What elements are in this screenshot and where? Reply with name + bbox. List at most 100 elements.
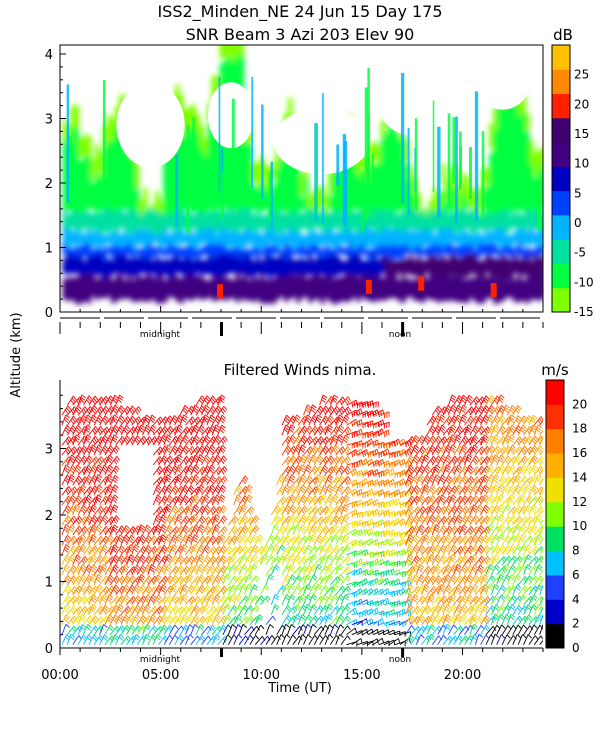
wind-barb-flag — [151, 427, 155, 430]
snr-cell — [537, 150, 542, 173]
wind-barb-flag — [233, 585, 237, 588]
wind-barb-flag — [174, 557, 177, 561]
snr-cell — [215, 210, 220, 232]
snr-cell — [529, 228, 534, 245]
wind-barb-flag — [140, 539, 144, 543]
wind-barb-flag — [121, 415, 124, 419]
wind-barb-flag — [242, 539, 246, 542]
wind-barb-flag — [215, 490, 218, 494]
snr-cell — [155, 210, 160, 235]
wind-barb-flag — [211, 567, 214, 571]
wind-barb-flag — [253, 557, 257, 560]
wind-barb-shaft — [62, 475, 67, 485]
wind-barb-flag — [328, 487, 332, 490]
wind-barb-flag — [328, 460, 331, 464]
wind-barb-flag — [156, 637, 160, 640]
wind-barb-flag — [91, 569, 95, 572]
snr-cell — [99, 152, 104, 176]
wind-barb-flag — [220, 499, 224, 502]
wind-barb-flag — [71, 467, 75, 471]
snr-cell — [123, 280, 128, 299]
snr-cell — [135, 276, 140, 302]
wind-barb-flag — [152, 415, 156, 418]
snr-cell — [477, 273, 482, 303]
wind-barb-flag — [307, 597, 311, 600]
wind-barb-flag — [98, 487, 102, 490]
snr-cell — [292, 163, 297, 212]
wind-barb-shaft — [330, 546, 337, 555]
wind-barb-shaft — [143, 556, 149, 565]
wind-barb-flag — [288, 525, 291, 529]
wind-barb-flag — [274, 527, 278, 530]
snr-cell — [541, 229, 546, 248]
wind-barb-flag — [307, 440, 310, 444]
wind-barb-flag — [329, 418, 332, 422]
snr-cell — [348, 214, 353, 233]
snr-cell — [385, 274, 390, 299]
wind-barb-shaft — [62, 496, 68, 505]
snr-cell — [288, 275, 293, 299]
wind-barb-flag — [169, 515, 172, 519]
wind-barb-flag — [285, 450, 288, 454]
top-subtitle: SNR Beam 3 Azi 203 Elev 90 — [186, 25, 415, 44]
wind-barb-flag — [158, 565, 161, 569]
wind-barb-flag — [141, 557, 145, 560]
snr-cell — [244, 230, 249, 246]
snr-cell — [155, 235, 160, 244]
wind-barb-flag — [109, 465, 113, 468]
wind-barb-flag — [285, 487, 289, 490]
wind-barb-flag — [164, 545, 167, 549]
wind-barb-flag — [190, 488, 193, 492]
wind-barb-shaft — [180, 405, 185, 415]
wind-barb-flag — [172, 547, 176, 550]
wind-barb-flag — [286, 475, 290, 478]
snr-streak — [469, 147, 472, 199]
wind-barb-flag — [113, 509, 117, 512]
wind-barb-flag — [185, 405, 189, 409]
snr-streak — [372, 154, 374, 220]
snr-cell — [437, 273, 442, 302]
wind-barb-flag — [131, 408, 134, 412]
wind-barb-flag — [132, 406, 135, 410]
wind-barb-flag — [119, 617, 123, 620]
snr-cell — [155, 279, 160, 303]
snr-cell — [461, 256, 466, 277]
wind-barb-flag — [95, 436, 98, 440]
wind-barb-flag — [213, 556, 216, 560]
snr-cell — [211, 259, 216, 276]
wind-barb-flag — [297, 538, 300, 542]
wind-barb-shaft — [67, 626, 74, 635]
wind-barb-flag — [109, 595, 113, 598]
snr-cell — [336, 246, 341, 254]
snr-cell — [433, 212, 438, 230]
wind-barb-flag — [302, 634, 306, 637]
wind-barb-flag — [201, 398, 204, 402]
wind-barb-flag — [114, 397, 118, 400]
wind-barb-flag — [265, 547, 268, 551]
snr-cell — [163, 214, 168, 229]
wind-barb-flag — [131, 627, 134, 631]
wind-barb-flag — [200, 565, 204, 568]
wind-barb-flag — [166, 469, 170, 472]
snr-streak — [316, 124, 318, 215]
snr-cell — [473, 234, 478, 248]
snr-cell — [356, 278, 361, 302]
snr-cell — [163, 280, 168, 302]
wind-barb-flag — [189, 490, 192, 494]
wind-barb-flag — [167, 619, 170, 623]
snr-cell — [461, 229, 466, 247]
wind-barb-flag — [142, 555, 146, 558]
wind-barb-flag — [168, 617, 171, 621]
wind-barb-flag — [124, 539, 128, 542]
snr-cell — [272, 244, 277, 254]
snr-cell — [228, 254, 233, 273]
wind-barb-flag — [71, 400, 74, 404]
wind-barb-flag — [344, 537, 348, 540]
wind-barb-flag — [222, 458, 225, 462]
snr-cell — [352, 212, 357, 229]
wind-barb-flag — [334, 468, 337, 472]
wind-barb-flag — [224, 437, 227, 441]
wind-barb-flag — [221, 497, 225, 500]
wind-barb-flag — [118, 430, 121, 434]
snr-cell — [199, 248, 204, 257]
